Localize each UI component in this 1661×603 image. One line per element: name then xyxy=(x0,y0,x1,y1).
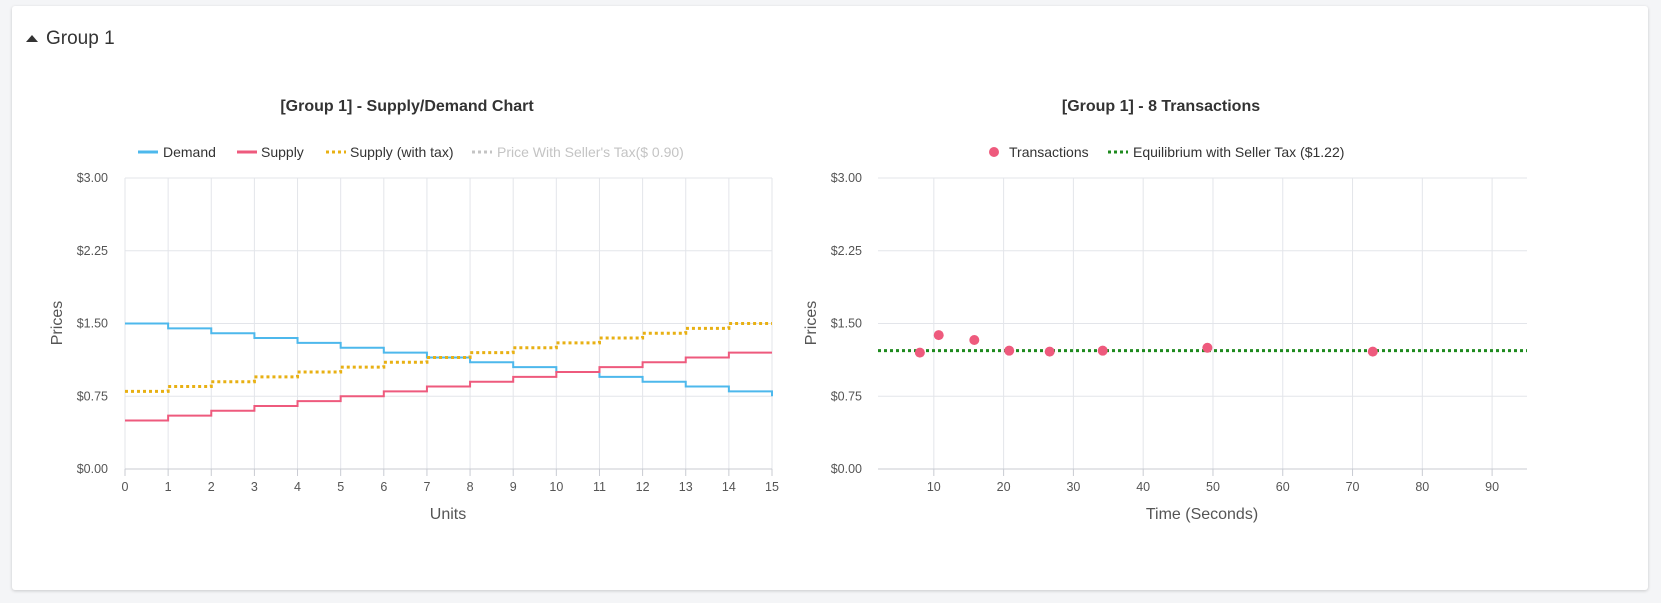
y-tick-label: $1.50 xyxy=(77,317,108,331)
series-supply-with-tax--line xyxy=(125,322,772,393)
supply-demand-chart: [Group 1] - Supply/Demand Chart Demand Sup… xyxy=(49,98,779,523)
legend-label: Price With Seller's Tax($ 0.90) xyxy=(497,144,684,160)
caret-up-icon[interactable] xyxy=(26,34,38,42)
x-tick-label: 15 xyxy=(765,480,779,494)
legend-label: Supply (with tax) xyxy=(350,144,453,160)
x-tick-label: 12 xyxy=(636,480,650,494)
group-card xyxy=(12,6,1648,590)
legend-label: Supply xyxy=(261,144,304,160)
x-tick-label: 7 xyxy=(423,480,430,494)
group-label: Group 1 xyxy=(46,28,115,49)
y-tick-label: $3.00 xyxy=(77,171,108,185)
legend-label: Demand xyxy=(163,144,216,160)
y-tick-label: $0.00 xyxy=(77,462,108,476)
x-tick-label: 10 xyxy=(549,480,563,494)
x-tick-label: 1 xyxy=(165,480,172,494)
y-axis-title: Prices xyxy=(49,301,66,345)
x-tick-label: 3 xyxy=(251,480,258,494)
x-tick-label: 6 xyxy=(380,480,387,494)
y-tick-label: $2.25 xyxy=(77,244,108,258)
y-tick-label: $0.75 xyxy=(77,389,108,403)
chart-title: [Group 1] - Supply/Demand Chart xyxy=(280,98,534,115)
x-tick-label: 0 xyxy=(122,480,129,494)
x-tick-label: 2 xyxy=(208,480,215,494)
x-tick-label: 4 xyxy=(294,480,301,494)
x-tick-label: 13 xyxy=(679,480,693,494)
x-axis-title: Units xyxy=(430,506,466,523)
x-tick-label: 14 xyxy=(722,480,736,494)
x-tick-label: 8 xyxy=(467,480,474,494)
x-tick-label: 5 xyxy=(337,480,344,494)
x-tick-label: 9 xyxy=(510,480,517,494)
group-toggle[interactable]: Group 1 xyxy=(26,28,115,50)
x-tick-label: 11 xyxy=(593,480,606,494)
series-supply-line xyxy=(125,351,772,422)
